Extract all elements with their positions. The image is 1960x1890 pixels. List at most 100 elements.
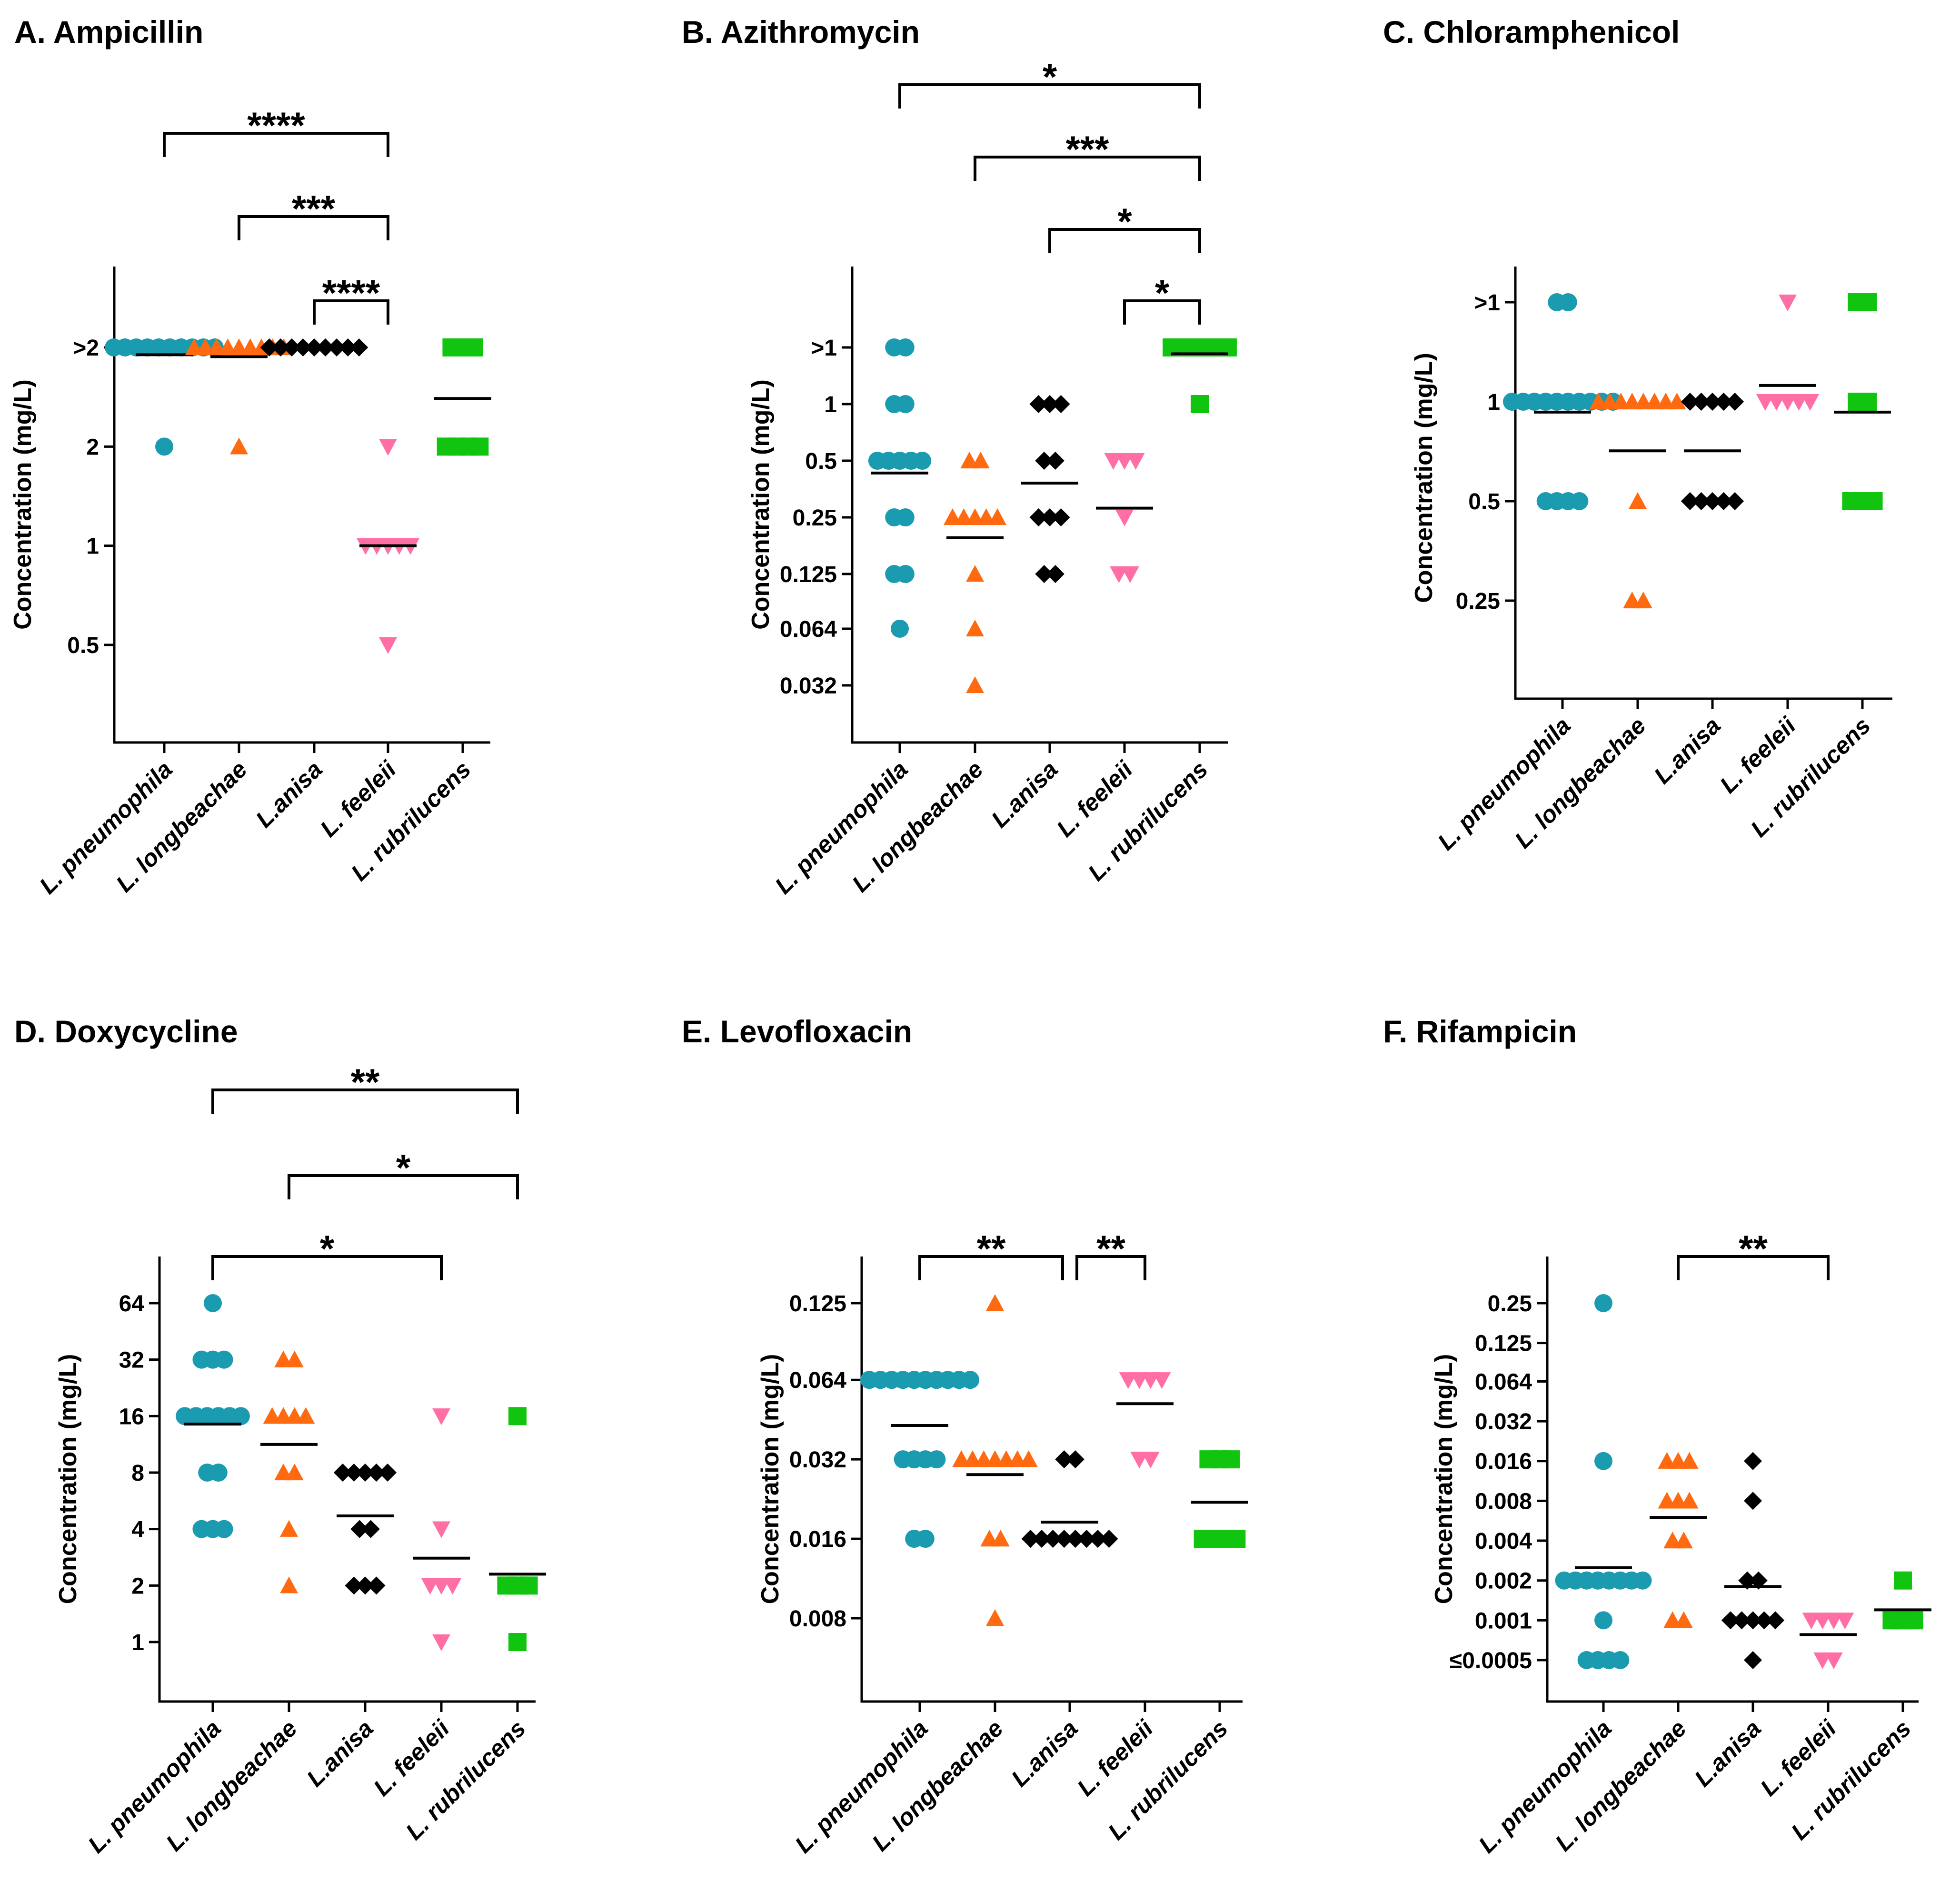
data-point: [1559, 293, 1577, 311]
series-l-rubrilucens: [1163, 338, 1237, 414]
data-point: [470, 437, 489, 456]
y-tick-label: ≤0.0005: [1450, 1648, 1532, 1673]
data-point: [1077, 1530, 1096, 1548]
data-point: [333, 1464, 352, 1482]
data-point: [297, 1407, 315, 1424]
series-l-rubrilucens: [1874, 1571, 1931, 1630]
axis-lines: [860, 1257, 1243, 1703]
axis-lines: [1514, 267, 1892, 700]
data-point: [1021, 1530, 1040, 1548]
data-point: [966, 565, 984, 582]
y-tick-label: 0.001: [1475, 1608, 1532, 1633]
data-point: [1594, 1294, 1612, 1312]
data-point: [519, 1576, 538, 1595]
data-point: [280, 1576, 298, 1593]
panel-title: C. Chloramphenicol: [1383, 14, 1680, 49]
series-l-rubrilucens: [1834, 293, 1891, 510]
panel-title: F. Rifampicin: [1383, 1014, 1577, 1049]
data-point: [986, 1609, 1004, 1626]
data-point: [1744, 1611, 1762, 1630]
series-l-feeleii: [356, 439, 420, 654]
data-point: [1836, 1613, 1854, 1630]
y-tick-label: 0.064: [780, 617, 837, 642]
y-tick-label: 0.5: [805, 449, 837, 474]
y-axis-label: Concentration (mg/L): [756, 1354, 784, 1604]
data-point: [367, 1576, 386, 1595]
panel-title: A. Ampicillin: [14, 14, 203, 49]
data-point: [1726, 393, 1744, 411]
data-point: [896, 565, 915, 584]
x-tick-label: L.anisa: [1689, 1715, 1766, 1791]
data-point: [1692, 393, 1711, 411]
data-point: [379, 439, 397, 456]
series-l-anisa: [333, 1464, 397, 1595]
y-tick-label: 0.25: [1488, 1291, 1532, 1316]
data-point: [1041, 508, 1059, 527]
data-point: [1905, 1611, 1923, 1630]
axis-lines: [113, 267, 490, 744]
significance-bracket: [211, 1088, 519, 1114]
series-l-feeleii: [1096, 453, 1153, 584]
series-l-rubrilucens: [1191, 1450, 1248, 1548]
data-point: [986, 1294, 1004, 1311]
data-point: [345, 1464, 363, 1482]
data-point: [1046, 452, 1065, 470]
data-point: [1680, 1492, 1699, 1509]
series-l-anisa: [260, 338, 368, 356]
series-l-rubrilucens: [489, 1407, 546, 1651]
data-point: [379, 637, 397, 654]
data-point: [1681, 492, 1699, 510]
data-point: [1859, 293, 1877, 311]
data-point: [1052, 508, 1070, 527]
data-point: [1029, 508, 1048, 527]
data-point: [508, 1633, 527, 1651]
data-point: [1801, 394, 1820, 411]
significance-label: ***: [1065, 128, 1109, 170]
significance-label: **: [1739, 1227, 1768, 1269]
y-tick-label: 32: [119, 1348, 144, 1373]
series-l-pneumophila: [860, 1371, 980, 1548]
y-axis-label: Concentration (mg/L): [54, 1354, 82, 1604]
y-tick-label: 0.25: [1456, 589, 1500, 614]
significance-bracket: [288, 1174, 519, 1199]
data-point: [1088, 1530, 1107, 1548]
data-point: [1744, 1492, 1762, 1510]
data-point: [1046, 565, 1065, 584]
y-tick-label: 0.004: [1475, 1529, 1532, 1554]
series-l-anisa: [1021, 1450, 1118, 1548]
data-point: [155, 437, 173, 456]
data-point: [260, 338, 279, 356]
y-tick-label: 1: [824, 392, 837, 417]
axis-lines: [851, 267, 1228, 744]
data-point: [1227, 1530, 1246, 1548]
data-point: [1674, 1532, 1693, 1549]
data-point: [1859, 393, 1877, 411]
data-point: [1019, 1450, 1038, 1467]
series-l-anisa: [1021, 395, 1078, 584]
series-l-longbeachae: [952, 1294, 1038, 1626]
x-tick-label: L. longbeachae: [867, 1715, 1008, 1856]
y-tick-label: 16: [119, 1404, 144, 1429]
data-point: [1041, 395, 1059, 414]
data-point: [204, 1294, 222, 1312]
axis-lines: [158, 1257, 536, 1703]
data-point: [367, 1464, 386, 1482]
data-point: [988, 508, 1007, 525]
axis-lines: [1546, 1257, 1919, 1703]
data-point: [1749, 1571, 1768, 1590]
y-tick-label: >1: [1474, 290, 1500, 316]
data-point: [215, 1520, 233, 1538]
data-point: [896, 338, 915, 356]
significance-bracket: [1048, 228, 1201, 253]
panel-title: B. Azithromycin: [682, 14, 920, 49]
data-point: [361, 1520, 380, 1538]
data-point: [230, 437, 248, 455]
panel-title: E. Levofloxacin: [682, 1014, 912, 1049]
data-point: [1570, 492, 1589, 510]
data-point: [966, 619, 984, 637]
data-point: [1191, 395, 1209, 414]
data-point: [231, 1407, 250, 1425]
data-point: [356, 1576, 374, 1595]
series-l-anisa: [1721, 1452, 1785, 1669]
significance-label: ***: [292, 188, 336, 229]
